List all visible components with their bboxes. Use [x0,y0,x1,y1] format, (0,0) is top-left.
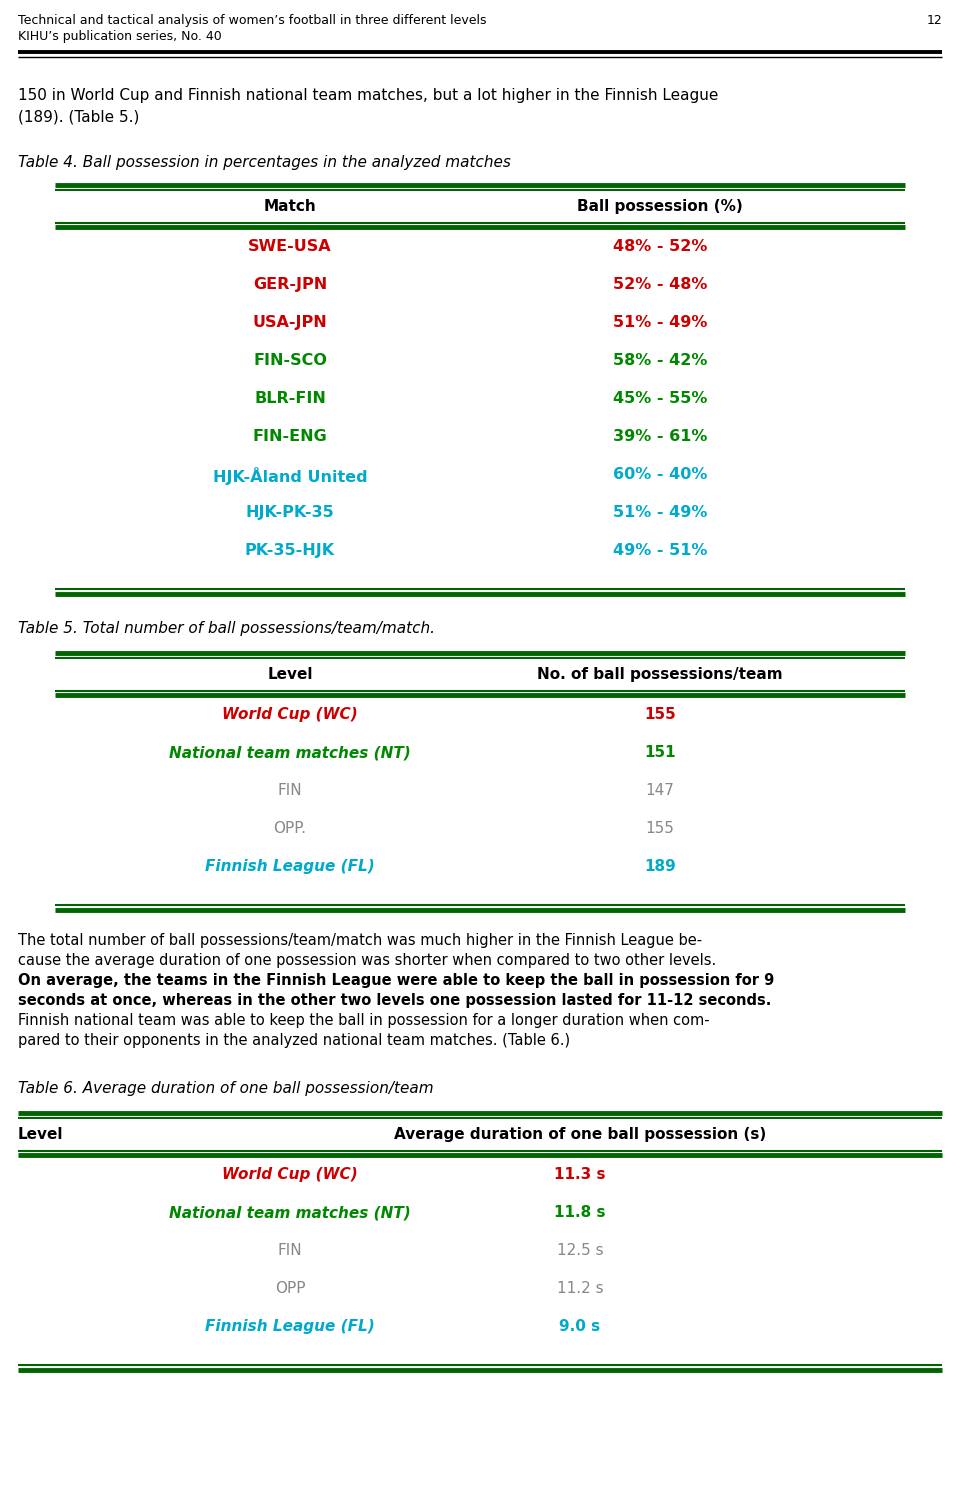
Text: Finnish League (FL): Finnish League (FL) [205,1319,374,1334]
Text: FIN: FIN [277,1243,302,1258]
Text: 151: 151 [644,746,676,760]
Text: FIN-ENG: FIN-ENG [252,429,327,444]
Text: GER-JPN: GER-JPN [252,276,327,291]
Text: World Cup (WC): World Cup (WC) [222,1167,358,1182]
Text: 11.8 s: 11.8 s [554,1206,606,1221]
Text: 51% - 49%: 51% - 49% [612,315,708,330]
Text: OPP: OPP [275,1280,305,1295]
Text: World Cup (WC): World Cup (WC) [222,707,358,722]
Text: 150 in World Cup and Finnish national team matches, but a lot higher in the Finn: 150 in World Cup and Finnish national te… [18,88,718,103]
Text: Table 5. Total number of ball possessions/team/match.: Table 5. Total number of ball possession… [18,622,435,636]
Text: 60% - 40%: 60% - 40% [612,468,708,483]
Text: 11.2 s: 11.2 s [557,1280,603,1295]
Text: SWE-USA: SWE-USA [249,239,332,254]
Text: National team matches (NT): National team matches (NT) [169,746,411,760]
Text: The total number of ball possessions/team/match was much higher in the Finnish L: The total number of ball possessions/tea… [18,932,702,949]
Text: PK-35-HJK: PK-35-HJK [245,542,335,557]
Text: Match: Match [264,199,317,214]
Text: 155: 155 [645,822,675,837]
Text: seconds at once, whereas in the other two levels one possession lasted for 11-12: seconds at once, whereas in the other tw… [18,994,772,1008]
Text: 189: 189 [644,859,676,874]
Text: Table 4. Ball possession in percentages in the analyzed matches: Table 4. Ball possession in percentages … [18,155,511,170]
Text: 58% - 42%: 58% - 42% [612,353,708,368]
Text: Average duration of one ball possession (s): Average duration of one ball possession … [394,1126,766,1141]
Text: FIN: FIN [277,783,302,798]
Text: BLR-FIN: BLR-FIN [254,391,326,406]
Text: On average, the teams in the Finnish League were able to keep the ball in posses: On average, the teams in the Finnish Lea… [18,973,775,988]
Text: Technical and tactical analysis of women’s football in three different levels: Technical and tactical analysis of women… [18,13,487,27]
Text: Level: Level [18,1126,63,1141]
Text: HJK-PK-35: HJK-PK-35 [246,505,334,520]
Text: Level: Level [267,666,313,681]
Text: 147: 147 [645,783,675,798]
Text: Finnish League (FL): Finnish League (FL) [205,859,374,874]
Text: (189). (Table 5.): (189). (Table 5.) [18,111,139,125]
Text: No. of ball possessions/team: No. of ball possessions/team [538,666,782,681]
Text: National team matches (NT): National team matches (NT) [169,1206,411,1221]
Text: USA-JPN: USA-JPN [252,315,327,330]
Text: KIHU’s publication series, No. 40: KIHU’s publication series, No. 40 [18,30,222,43]
Text: FIN-SCO: FIN-SCO [253,353,327,368]
Text: 52% - 48%: 52% - 48% [612,276,708,291]
Text: pared to their opponents in the analyzed national team matches. (Table 6.): pared to their opponents in the analyzed… [18,1032,570,1047]
Text: OPP.: OPP. [274,822,306,837]
Text: HJK-Åland United: HJK-Åland United [213,468,368,486]
Text: 12.5 s: 12.5 s [557,1243,603,1258]
Text: cause the average duration of one possession was shorter when compared to two ot: cause the average duration of one posses… [18,953,716,968]
Text: Finnish national team was able to keep the ball in possession for a longer durat: Finnish national team was able to keep t… [18,1013,709,1028]
Text: 45% - 55%: 45% - 55% [612,391,708,406]
Text: 11.3 s: 11.3 s [554,1167,606,1182]
Text: 155: 155 [644,707,676,722]
Text: Ball possession (%): Ball possession (%) [577,199,743,214]
Text: 48% - 52%: 48% - 52% [612,239,708,254]
Text: 49% - 51%: 49% - 51% [612,542,708,557]
Text: 12: 12 [926,13,942,27]
Text: Table 6. Average duration of one ball possession/team: Table 6. Average duration of one ball po… [18,1082,434,1097]
Text: 39% - 61%: 39% - 61% [612,429,708,444]
Text: 51% - 49%: 51% - 49% [612,505,708,520]
Text: 9.0 s: 9.0 s [560,1319,601,1334]
